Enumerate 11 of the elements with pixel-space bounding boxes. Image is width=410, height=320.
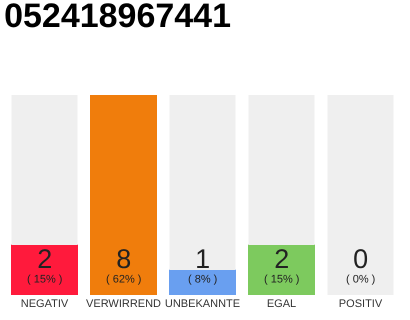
chart-title: 052418967441	[4, 0, 232, 35]
data-label: 0 ( 0% )	[346, 244, 376, 286]
data-label: 8 ( 62% )	[106, 244, 142, 286]
data-label: 2 ( 15% )	[264, 244, 300, 286]
x-tick-label: NEGATIV	[20, 298, 69, 310]
x-tick-label: EGAL	[266, 298, 296, 310]
data-label: 1 ( 8% )	[188, 244, 218, 286]
x-tick-label: UNBEKANNTE	[164, 298, 240, 310]
x-tick-label: VERWIRREND	[86, 298, 162, 310]
data-label: 2 ( 15% )	[27, 244, 62, 286]
x-tick-label: POSITIV	[338, 298, 383, 310]
